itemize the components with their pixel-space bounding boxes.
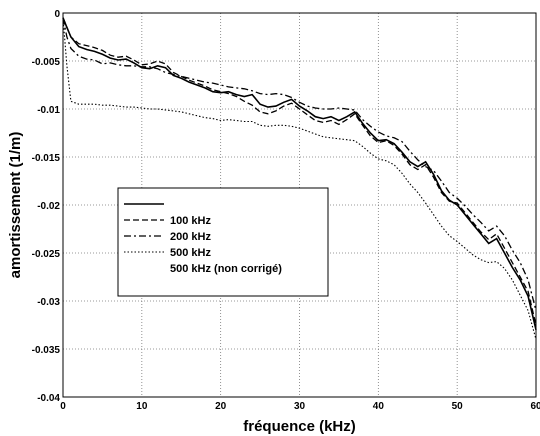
y-tick-label: -0.005 bbox=[32, 57, 61, 68]
legend-label-1: 100 kHz bbox=[170, 215, 211, 227]
y-tick-label: -0.03 bbox=[37, 297, 60, 308]
x-tick-label: 20 bbox=[215, 401, 227, 412]
y-tick-label: 0 bbox=[54, 9, 60, 20]
y-tick-label: -0.02 bbox=[37, 201, 60, 212]
series-line-4 bbox=[62, 17, 537, 340]
x-tick-label: 10 bbox=[136, 401, 148, 412]
y-axis-label: amortissement (1/m) bbox=[7, 132, 24, 279]
series-group bbox=[62, 17, 537, 340]
legend-box bbox=[117, 187, 329, 297]
y-tick-label: -0.015 bbox=[32, 153, 61, 164]
y-tick-label: -0.04 bbox=[37, 393, 60, 404]
series-line-3 bbox=[62, 17, 537, 311]
y-tick-label: -0.01 bbox=[37, 105, 60, 116]
x-tick-label: 0 bbox=[60, 401, 66, 412]
y-tick-label: -0.035 bbox=[32, 345, 61, 356]
legend: 100 kHz 200 kHz 500 kHz 500 kHz (non corrig… bbox=[117, 187, 329, 297]
legend-label-2: 200 kHz bbox=[170, 231, 211, 243]
x-tick-label: 60 bbox=[530, 401, 540, 412]
x-axis-label: fréquence (kHz) bbox=[243, 418, 356, 435]
plot-frame bbox=[62, 12, 537, 398]
x-tick-label: 30 bbox=[294, 401, 306, 412]
x-tick-label: 50 bbox=[452, 401, 464, 412]
series-line-1 bbox=[62, 17, 537, 330]
tick-labels: 0 10 20 30 40 50 60 0 -0.005 -0.01 -0.015 -0.02 -0.0… bbox=[32, 9, 540, 412]
legend-label-3: 500 kHz bbox=[170, 247, 211, 259]
legend-label-4: 500 kHz (non corrigé) bbox=[170, 263, 282, 275]
y-tick-label: -0.025 bbox=[32, 249, 61, 260]
x-tick-label: 40 bbox=[373, 401, 385, 412]
series-line-2 bbox=[62, 17, 537, 326]
